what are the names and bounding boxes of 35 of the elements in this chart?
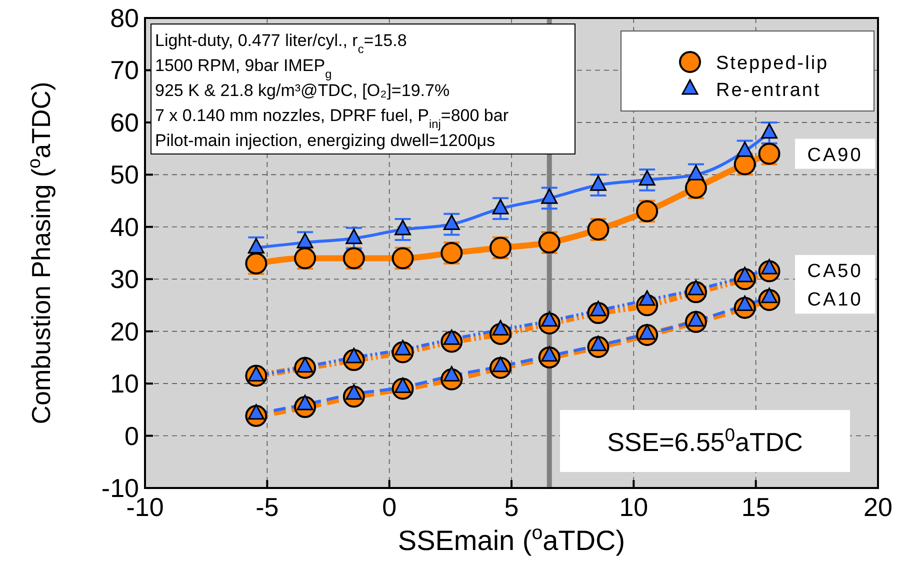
y-tick-label: 20: [110, 316, 139, 346]
annotation: CA10: [807, 290, 863, 311]
point: [443, 214, 460, 230]
point: [736, 141, 754, 157]
point: [492, 198, 509, 214]
x-tick-label: 10: [619, 492, 648, 522]
annotation: CA90: [807, 144, 863, 166]
point: [346, 228, 362, 244]
point: [296, 232, 314, 248]
x-tick-label: 20: [864, 492, 892, 522]
point: [394, 220, 412, 236]
legend-label: Stepped-lip: [716, 53, 829, 74]
y-tick-label: 60: [110, 107, 139, 138]
y-tick-label: 40: [110, 212, 139, 242]
point: [688, 164, 704, 180]
y-tick-label: 70: [110, 55, 139, 86]
y-tick-label: 80: [110, 3, 139, 33]
x-tick-label: -5: [256, 492, 279, 522]
x-tick-label: 15: [741, 492, 770, 522]
y-tick-label: 50: [110, 160, 139, 190]
y-tick-label: 0: [124, 420, 139, 451]
annotation: CA50: [807, 260, 863, 282]
x-axis-title: SSEmain ($^{o}$aTDC): [398, 522, 626, 556]
y-tick-label: 10: [110, 368, 139, 399]
text-box: Light-duty, 0.477 liter/cyl., r$_{c}$=15.8 1500 RPM, 9bar IMEP$_{g}$ 925 K & 21.8 kg/m³@TDC, [O₂]=19.7% 7 x 0.140 mm nozzles, DPRF fuel, P$_{inj}$=800 bar Pilot-main injection, energizing dwell=1200μs: [150, 24, 576, 154]
y-tick-label: 30: [110, 264, 139, 294]
point: [248, 238, 264, 254]
point: [541, 188, 558, 204]
point: [590, 175, 606, 191]
x-tick-label: 0: [382, 492, 397, 522]
legend-label: Re-entrant: [716, 80, 821, 101]
ref-line-label: SSE=6.55$^{0}$aTDC: [607, 425, 803, 457]
point: [761, 123, 778, 139]
x-tick-label: 5: [504, 492, 519, 522]
point: [638, 170, 656, 186]
